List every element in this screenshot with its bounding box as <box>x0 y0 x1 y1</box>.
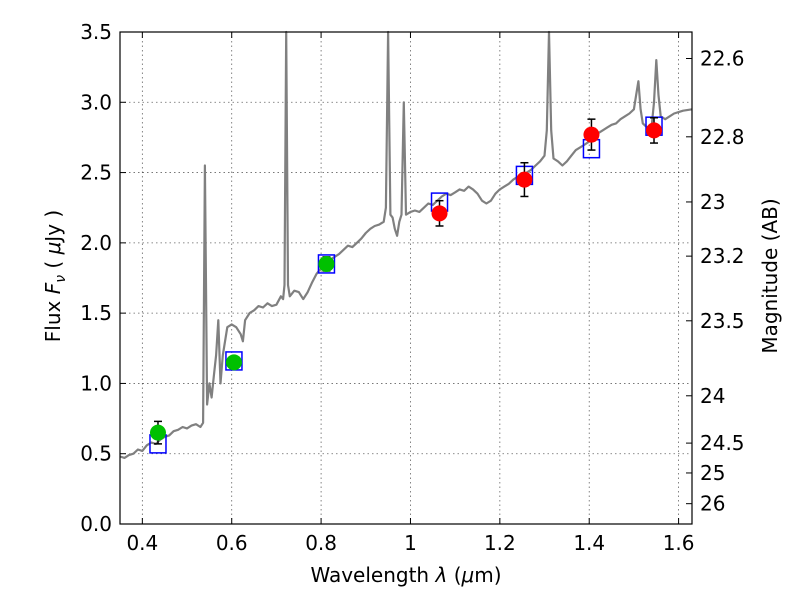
data-points <box>149 122 663 441</box>
data-point-2 <box>318 255 335 272</box>
data-point-4 <box>516 171 533 188</box>
y-tick-label-2: 1.0 <box>80 371 112 395</box>
y2-tick-label-1: 22.8 <box>700 125 745 149</box>
data-point-3 <box>431 205 448 222</box>
data-point-5 <box>583 126 600 143</box>
y2-tick-label-6: 24.5 <box>700 431 745 455</box>
y-tick-label-5: 2.5 <box>80 161 112 185</box>
y2-tick-label-7: 25 <box>700 461 725 485</box>
x-tick-label-0: 0.4 <box>126 531 158 555</box>
y2-tick-label-3: 23.2 <box>700 244 745 268</box>
x-tick-label-4: 1.2 <box>484 531 516 555</box>
y2-tick-label-2: 23 <box>700 190 725 214</box>
spectrum-line <box>119 30 693 459</box>
data-point-1 <box>225 354 242 371</box>
y2-axis-ticks: 22.6 22.8 23 23.2 23.5 24 24.5 25 26 <box>686 46 745 516</box>
y2-tick-label-0: 22.6 <box>700 46 745 70</box>
y2-tick-label-4: 23.5 <box>700 309 745 333</box>
y2-tick-label-5: 24 <box>700 384 725 408</box>
x-tick-label-5: 1.4 <box>573 531 605 555</box>
plot-frame <box>119 31 693 525</box>
y-axis-label: Flux Fν ( μJy ) <box>41 210 69 342</box>
y-tick-label-3: 1.5 <box>80 301 112 325</box>
x-axis-label: Wavelength λ (μm) <box>310 563 501 587</box>
x-axis-ticks: 0.4 0.6 0.8 1 1.2 1.4 1.6 <box>126 32 695 555</box>
y2-axis-label: Magnitude (AB) <box>758 198 782 353</box>
spectrum-layer <box>119 30 693 459</box>
data-point-6 <box>646 122 663 139</box>
y-tick-label-0: 0.0 <box>80 512 112 536</box>
y-tick-label-7: 3.5 <box>80 20 112 44</box>
y-tick-label-6: 3.0 <box>80 90 112 114</box>
y-axis-ticks: 0.0 0.5 1.0 1.5 2.0 2.5 3.0 3.5 <box>80 20 126 536</box>
y2-tick-label-8: 26 <box>700 492 725 516</box>
x-tick-label-6: 1.6 <box>663 531 695 555</box>
grid <box>120 32 692 524</box>
x-tick-label-1: 0.6 <box>216 531 248 555</box>
x-tick-label-2: 0.8 <box>305 531 337 555</box>
y-tick-label-1: 0.5 <box>80 442 112 466</box>
y-tick-label-4: 2.0 <box>80 231 112 255</box>
data-point-0 <box>149 424 166 441</box>
x-tick-label-3: 1 <box>404 531 417 555</box>
